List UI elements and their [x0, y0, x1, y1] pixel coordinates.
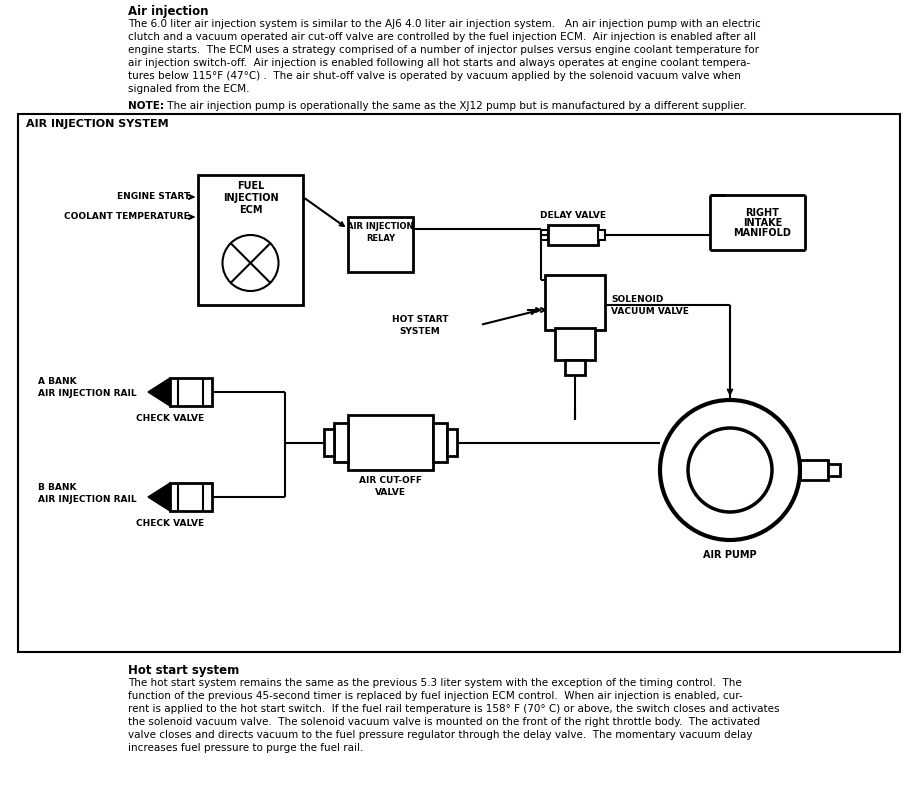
Bar: [347, 415, 433, 470]
Text: AIR INJECTION RAIL: AIR INJECTION RAIL: [38, 390, 137, 398]
Bar: [18, 114, 899, 652]
Text: AIR INJECTION: AIR INJECTION: [346, 222, 414, 231]
Text: signaled from the ECM.: signaled from the ECM.: [128, 84, 249, 94]
Bar: [597, 230, 605, 240]
Text: Air injection: Air injection: [128, 5, 209, 18]
Text: MANIFOLD: MANIFOLD: [732, 227, 790, 238]
Text: The air injection pump is operationally the same as the XJ12 pump but is manufac: The air injection pump is operationally …: [164, 101, 745, 111]
Text: RIGHT: RIGHT: [744, 207, 778, 218]
Polygon shape: [148, 483, 170, 511]
Text: VACUUM VALVE: VACUUM VALVE: [610, 307, 688, 317]
Text: INTAKE: INTAKE: [742, 218, 781, 227]
Text: ENGINE START: ENGINE START: [117, 192, 190, 201]
Text: A BANK: A BANK: [38, 378, 76, 386]
Bar: [554, 328, 595, 360]
Bar: [323, 429, 334, 456]
Text: COOLANT TEMPERATURE: COOLANT TEMPERATURE: [64, 212, 190, 221]
Text: CHECK VALVE: CHECK VALVE: [136, 519, 204, 528]
Text: tures below 115°F (47°C) .  The air shut-off valve is operated by vacuum applied: tures below 115°F (47°C) . The air shut-…: [128, 71, 740, 81]
Polygon shape: [148, 378, 170, 406]
Text: Hot start system: Hot start system: [128, 664, 239, 677]
Text: SYSTEM: SYSTEM: [399, 326, 440, 335]
Text: the solenoid vacuum valve.  The solenoid vacuum valve is mounted on the front of: the solenoid vacuum valve. The solenoid …: [128, 717, 759, 727]
Bar: [548, 225, 597, 245]
Text: CHECK VALVE: CHECK VALVE: [136, 414, 204, 423]
Bar: [544, 275, 605, 330]
Text: air injection switch-off.  Air injection is enabled following all hot starts and: air injection switch-off. Air injection …: [128, 58, 749, 68]
Text: The 6.0 liter air injection system is similar to the AJ6 4.0 liter air injection: The 6.0 liter air injection system is si…: [128, 19, 760, 29]
Text: DELAY VALVE: DELAY VALVE: [539, 211, 606, 220]
Bar: [334, 423, 347, 462]
Text: ECM: ECM: [239, 205, 262, 215]
Text: increases fuel pressure to purge the fuel rail.: increases fuel pressure to purge the fue…: [128, 743, 363, 753]
Text: engine starts.  The ECM uses a strategy comprised of a number of injector pulses: engine starts. The ECM uses a strategy c…: [128, 45, 758, 55]
Bar: [827, 464, 839, 476]
Text: INJECTION: INJECTION: [222, 193, 278, 203]
Bar: [347, 217, 413, 272]
Text: AIR PUMP: AIR PUMP: [702, 550, 756, 560]
Bar: [198, 175, 302, 305]
Text: AIR CUT-OFF: AIR CUT-OFF: [358, 476, 422, 485]
Text: rent is applied to the hot start switch.  If the fuel rail temperature is 158° F: rent is applied to the hot start switch.…: [128, 704, 778, 714]
Text: RELAY: RELAY: [366, 234, 394, 243]
Text: B BANK: B BANK: [38, 482, 76, 491]
Text: valve closes and directs vacuum to the fuel pressure regulator through the delay: valve closes and directs vacuum to the f…: [128, 730, 752, 740]
Text: clutch and a vacuum operated air cut-off valve are controlled by the fuel inject: clutch and a vacuum operated air cut-off…: [128, 32, 755, 42]
Text: HOT START: HOT START: [391, 314, 448, 323]
Text: AIR INJECTION SYSTEM: AIR INJECTION SYSTEM: [26, 119, 168, 129]
Text: VALVE: VALVE: [375, 488, 405, 497]
Text: AIR INJECTION RAIL: AIR INJECTION RAIL: [38, 494, 137, 503]
Bar: [800, 460, 827, 480]
Text: SOLENOID: SOLENOID: [610, 295, 663, 305]
Text: NOTE:: NOTE:: [128, 101, 164, 111]
Bar: [447, 429, 457, 456]
Bar: [433, 423, 447, 462]
Text: The hot start system remains the same as the previous 5.3 liter system with the : The hot start system remains the same as…: [128, 678, 741, 688]
Bar: [170, 483, 211, 511]
Text: function of the previous 45-second timer is replaced by fuel injection ECM contr: function of the previous 45-second timer…: [128, 691, 742, 701]
Text: FUEL: FUEL: [236, 181, 264, 191]
Bar: [540, 230, 548, 240]
Bar: [564, 360, 584, 375]
Bar: [170, 378, 211, 406]
